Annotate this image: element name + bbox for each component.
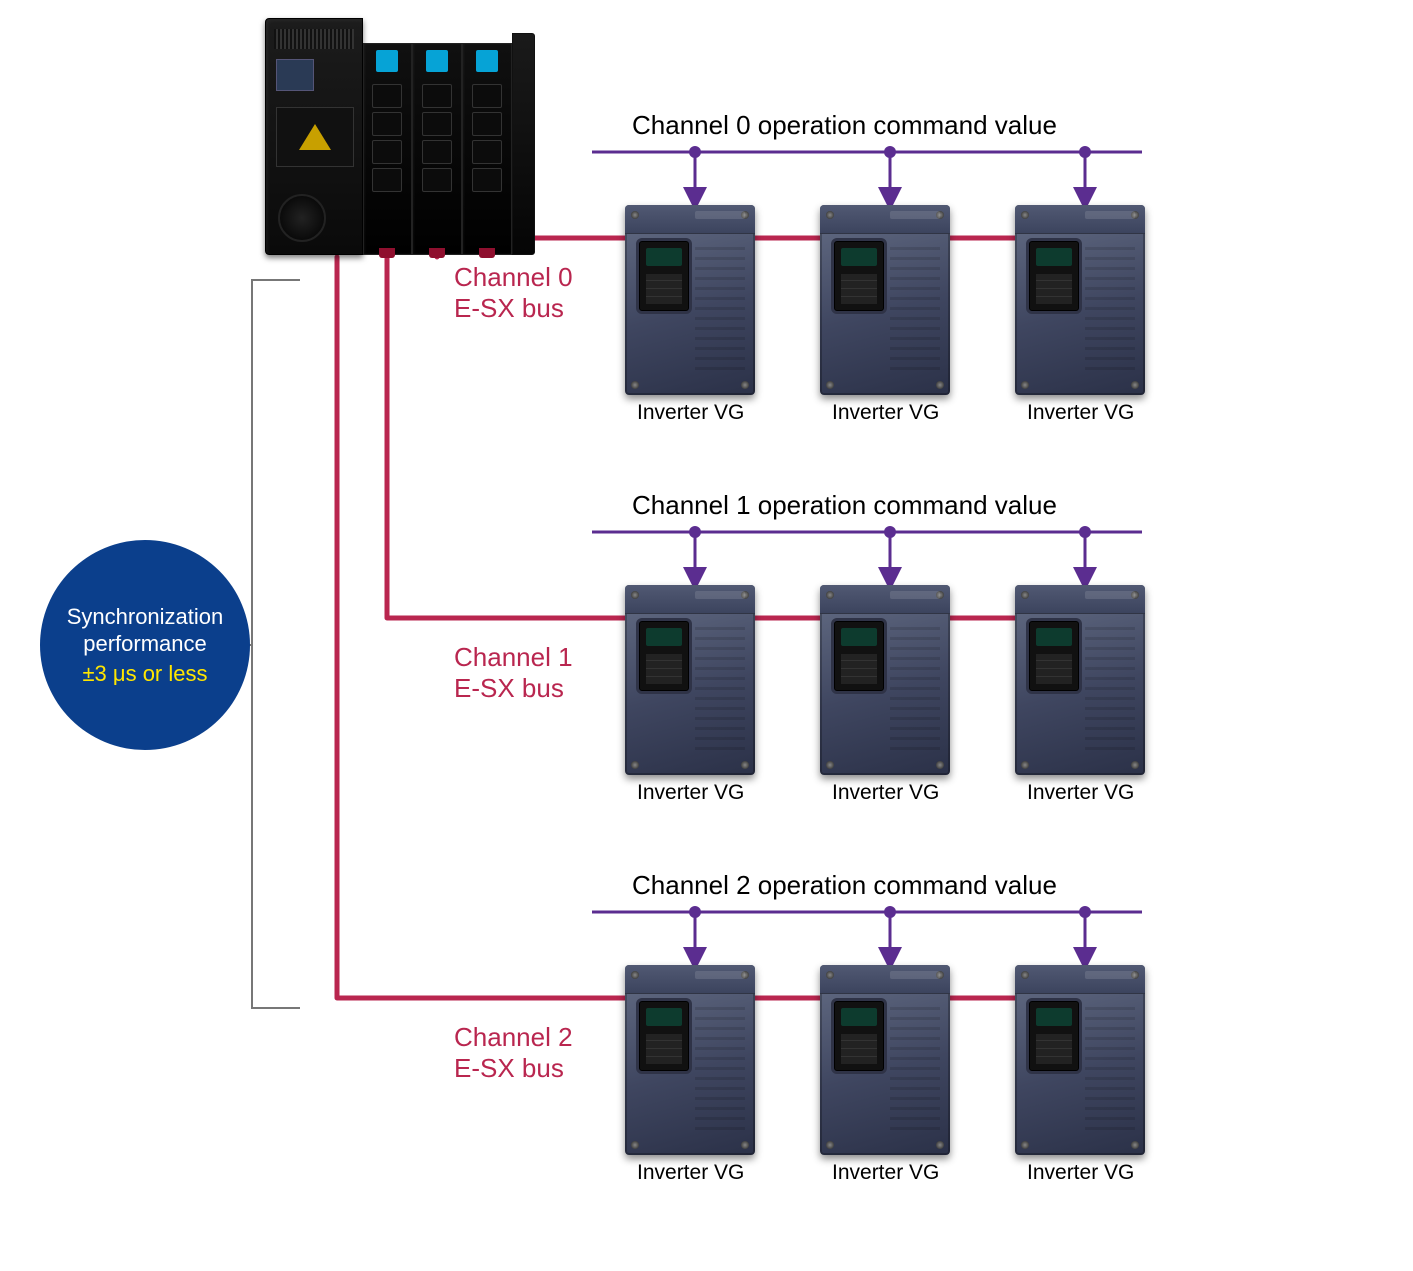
inverter-vents (1085, 1007, 1135, 1137)
bus-label-line2: E-SX bus (454, 673, 573, 704)
inverter-drive (820, 205, 950, 395)
bus-label-line2: E-SX bus (454, 1053, 573, 1084)
inverter-hmi-panel (834, 1001, 884, 1071)
command-value-label: Channel 0 operation command value (632, 110, 1057, 141)
inverter-hmi-panel (834, 241, 884, 311)
plc-power-module (265, 18, 363, 255)
bus-label-line1: Channel 1 (454, 642, 573, 673)
bus-label-line1: Channel 2 (454, 1022, 573, 1053)
plc-slot-0 (363, 43, 413, 255)
inverter-label: Inverter VG (1027, 401, 1134, 425)
inverter-label: Inverter VG (637, 1161, 744, 1185)
inverter-drive (625, 205, 755, 395)
inverter-drive (820, 965, 950, 1155)
inverter-label: Inverter VG (1027, 781, 1134, 805)
inverter-label: Inverter VG (832, 781, 939, 805)
inverter-vents (695, 627, 745, 757)
sync-performance-badge: Synchronization performance ±3 μs or les… (40, 540, 250, 750)
bus-label: Channel 0E-SX bus (454, 262, 573, 324)
plc-controller (265, 20, 535, 255)
sync-line1: Synchronization (67, 603, 224, 631)
sync-line3: ±3 μs or less (82, 660, 207, 688)
inverter-vents (890, 247, 940, 377)
plc-slot-cable (379, 248, 395, 258)
inverter-vents (890, 627, 940, 757)
inverter-label: Inverter VG (832, 401, 939, 425)
inverter-hmi-panel (639, 1001, 689, 1071)
bus-label: Channel 2E-SX bus (454, 1022, 573, 1084)
inverter-hmi-panel (834, 621, 884, 691)
plc-warning-label (276, 107, 354, 167)
bus-label: Channel 1E-SX bus (454, 642, 573, 704)
plc-end-cap (512, 33, 535, 255)
inverter-vents (1085, 247, 1135, 377)
plc-slot-1 (412, 43, 462, 255)
inverter-hmi-panel (639, 241, 689, 311)
bus-label-line2: E-SX bus (454, 293, 573, 324)
inverter-label: Inverter VG (637, 781, 744, 805)
inverter-label: Inverter VG (637, 401, 744, 425)
command-value-label: Channel 2 operation command value (632, 870, 1057, 901)
inverter-drive (625, 585, 755, 775)
inverter-label: Inverter VG (832, 1161, 939, 1185)
inverter-hmi-panel (1029, 621, 1079, 691)
bus-label-line1: Channel 0 (454, 262, 573, 293)
plc-slot-led (376, 50, 398, 72)
inverter-drive (625, 965, 755, 1155)
inverter-vents (1085, 627, 1135, 757)
plc-slot-2 (462, 43, 512, 255)
inverter-hmi-panel (1029, 241, 1079, 311)
inverter-label: Inverter VG (1027, 1161, 1134, 1185)
inverter-vents (695, 1007, 745, 1137)
inverter-hmi-panel (1029, 1001, 1079, 1071)
diagram-root: Synchronization performance ±3 μs or les… (0, 0, 1413, 1271)
inverter-vents (890, 1007, 940, 1137)
inverter-drive (1015, 965, 1145, 1155)
inverter-drive (1015, 585, 1145, 775)
command-value-label: Channel 1 operation command value (632, 490, 1057, 521)
inverter-hmi-panel (639, 621, 689, 691)
plc-power-port (278, 194, 326, 242)
sync-line2: performance (83, 630, 207, 658)
inverter-drive (1015, 205, 1145, 395)
inverter-drive (820, 585, 950, 775)
inverter-vents (695, 247, 745, 377)
